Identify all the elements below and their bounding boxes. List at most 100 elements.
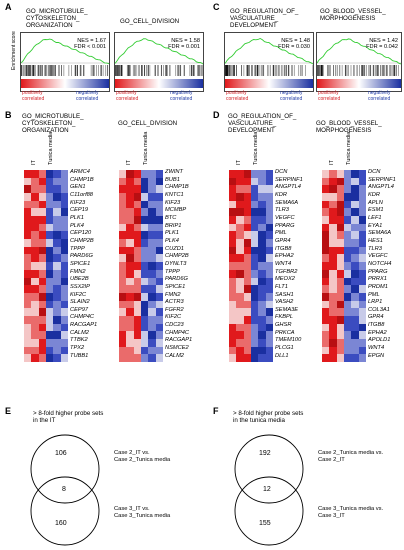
heatmap-cell (258, 315, 266, 324)
heatmap-cell (251, 208, 259, 217)
heatmap-cell (46, 193, 54, 201)
heatmap-cell (31, 354, 39, 363)
venn-f-top-count: 192 (259, 450, 271, 457)
d1-gene-label: GPR4 (275, 237, 291, 244)
heatmap-cell (236, 177, 244, 186)
heatmap-cell (358, 177, 367, 186)
heatmap-cell (133, 177, 142, 186)
heatmap-cell (46, 231, 54, 240)
heatmap-cell (60, 292, 69, 301)
heatmap-cell (258, 170, 266, 178)
heatmap-cell (60, 300, 69, 309)
heatmap-cell (46, 239, 54, 248)
heatmap-cell (258, 200, 266, 209)
heatmap-cell (265, 338, 274, 347)
heatmap-cell (329, 185, 337, 194)
heatmap-cell (251, 254, 259, 263)
heatmap-cell (243, 254, 252, 263)
heatmap-cell (344, 292, 352, 301)
heatmap-cell (148, 170, 156, 178)
heatmap-cell (24, 308, 32, 317)
heatmap-cell (148, 185, 156, 194)
heatmap-cell (336, 354, 345, 363)
d1-gene-label: PPARG (275, 222, 295, 229)
heatmap-cell (258, 231, 266, 240)
heatmap-cell (251, 231, 259, 240)
heatmap-cell (133, 315, 142, 324)
heatmap-cell (322, 308, 330, 317)
heatmap-cell (329, 231, 337, 240)
gsea-plot-c1: NES = 1.48 FDR = 0.030 (224, 32, 314, 92)
heatmap-cell (236, 354, 244, 363)
heatmap-cell (53, 246, 61, 255)
heatmap-cell (119, 338, 127, 347)
b2-gene-label: FGFR2 (165, 306, 184, 313)
heatmap-cell (336, 239, 345, 248)
heatmap-cell (24, 354, 32, 363)
b1-gene-label: UBE2B (70, 276, 89, 283)
heatmap-cell (31, 170, 39, 178)
heatmap-cell (141, 300, 149, 309)
venn-f-overlap-count: 12 (263, 486, 271, 493)
heatmap-cell (141, 262, 149, 271)
heatmap-cell (38, 185, 47, 194)
heatmap-cell (133, 246, 142, 255)
heatmap-cell (141, 246, 149, 255)
heatmap-cell (133, 254, 142, 263)
heatmap-cell (336, 300, 345, 309)
heatmap-cell (148, 315, 156, 324)
heatmap-cell (229, 208, 237, 217)
heatmap-cell (243, 323, 252, 332)
heatmap-d1-title: GO_REGULATION_OF_ VASCULATURE_ DEVELOPME… (228, 113, 297, 134)
heatmap-cell (336, 315, 345, 324)
heatmap-cell (236, 346, 244, 355)
heatmap-cell (251, 338, 259, 347)
d1-gene-label: TGFBR2 (275, 268, 298, 275)
heatmap-cell (265, 231, 274, 240)
gsea-plot-a1: NES = 1.67 FDR < 0.001 (20, 32, 110, 92)
heatmap-cell (251, 308, 259, 317)
d2-gene-label: TLR3 (368, 245, 382, 252)
heatmap-cell (344, 331, 352, 340)
heatmap-cell (236, 269, 244, 278)
heatmap-cell (53, 170, 61, 178)
heatmap-cell (358, 308, 367, 317)
heatmap-cell (243, 208, 252, 217)
heatmap-cell (322, 285, 330, 294)
heatmap-cell (329, 269, 337, 278)
heatmap-cell (46, 346, 54, 355)
heatmap-cell (126, 216, 134, 225)
d1-gene-label: DLL1 (275, 352, 289, 359)
heatmap-cell (329, 331, 337, 340)
d2-gene-label: EPHA2 (368, 329, 387, 336)
gsea-a1-stats: NES = 1.67 FDR < 0.001 (74, 38, 106, 51)
heatmap-cell (229, 331, 237, 340)
heatmap-cell (148, 231, 156, 240)
d2-gene-label: ITGB8 (368, 322, 385, 329)
b1-gene-label: TUBB1 (70, 352, 89, 359)
heatmap-cell (126, 346, 134, 355)
heatmap-cell (31, 216, 39, 225)
heatmap-cell (344, 285, 352, 294)
heatmap-cell (251, 346, 259, 355)
heatmap-cell (126, 300, 134, 309)
heatmap-cell (141, 208, 149, 217)
b2-gene-label: CDC23 (165, 322, 184, 329)
venn-f-title: > 8-fold higher probe sets in the tunica… (233, 410, 304, 424)
heatmap-cell (141, 331, 149, 340)
heatmap-cell (24, 239, 32, 248)
heatmap-cell (24, 315, 32, 324)
col-label-it-d2: IT (329, 160, 335, 165)
heatmap-cell (265, 170, 274, 178)
heatmap-cell (243, 170, 252, 178)
heatmap-cell (31, 239, 39, 248)
heatmap-cell (329, 300, 337, 309)
panel-e-letter: E (5, 406, 12, 416)
d1-gene-label: PML (275, 230, 287, 237)
b1-gene-label: SSX2IP (70, 283, 90, 290)
heatmap-cell (229, 239, 237, 248)
b1-gene-label: TPPP (70, 245, 85, 252)
heatmap-cell (148, 177, 156, 186)
d1-gene-label: SEMA3E (275, 306, 299, 313)
heatmap-cell (243, 277, 252, 286)
